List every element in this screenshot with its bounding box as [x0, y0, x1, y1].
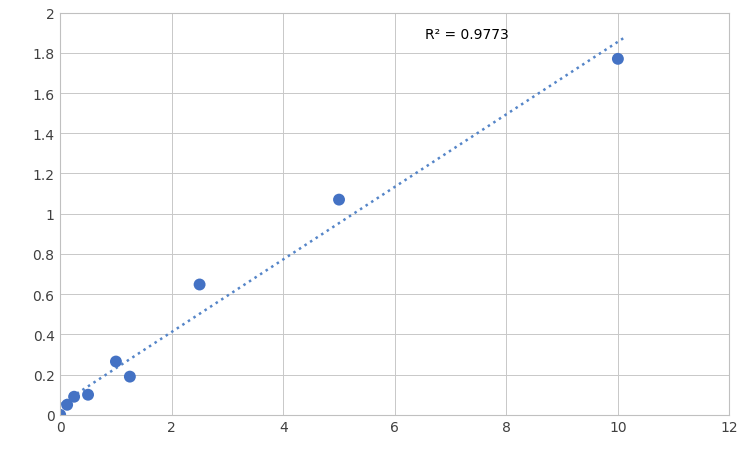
- Text: R² = 0.9773: R² = 0.9773: [426, 28, 509, 41]
- Point: [124, 373, 136, 380]
- Point: [61, 401, 73, 409]
- Point: [333, 197, 345, 204]
- Point: [612, 56, 624, 63]
- Point: [68, 393, 80, 400]
- Point: [82, 391, 94, 399]
- Point: [54, 411, 66, 419]
- Point: [193, 281, 205, 289]
- Point: [110, 358, 122, 365]
